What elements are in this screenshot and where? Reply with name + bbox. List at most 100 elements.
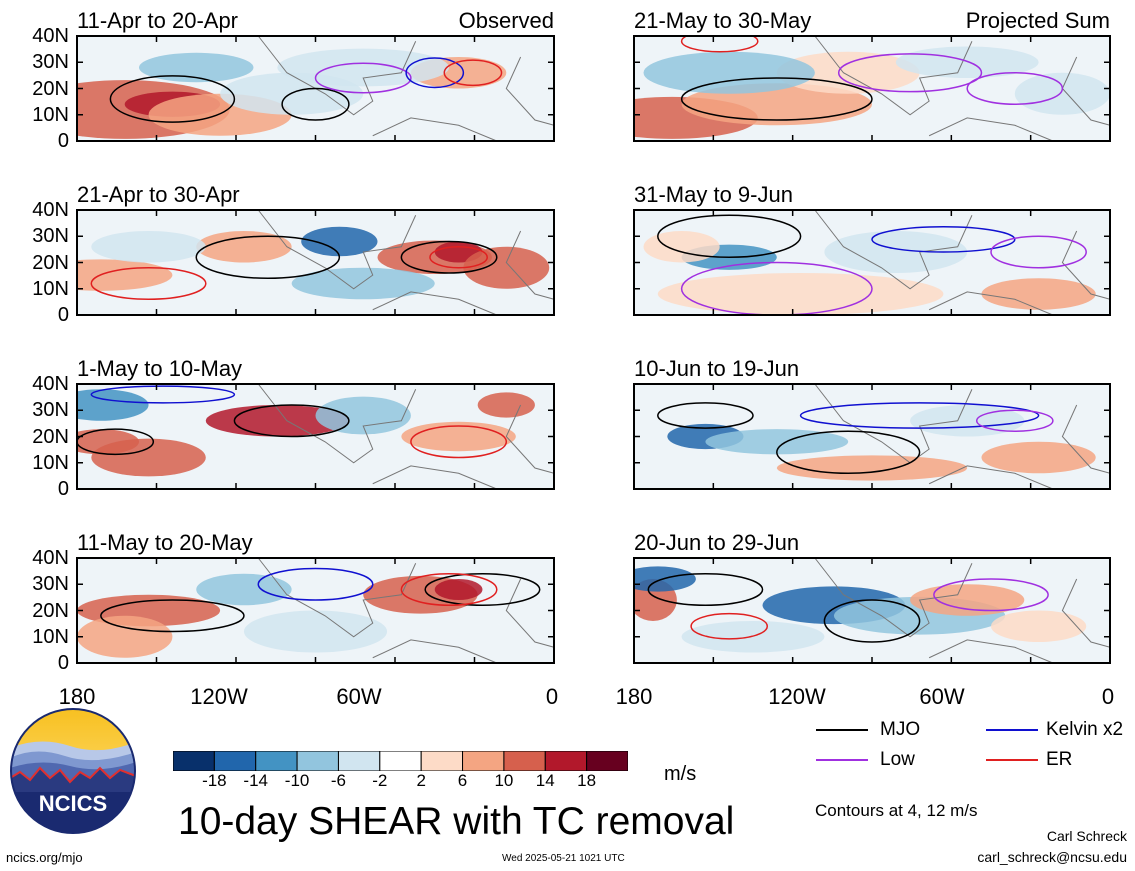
contour-line — [100, 599, 245, 633]
y-tick-label: 10N — [32, 277, 69, 300]
colorbar-swatch — [544, 750, 588, 772]
y-tick-label: 0 — [57, 130, 69, 152]
contour-line — [410, 425, 508, 459]
contour-line — [647, 573, 764, 606]
colorbar-label: -14 — [243, 771, 268, 790]
x-tick-0-right: 0 — [1101, 684, 1115, 709]
colorbar-label: 14 — [535, 771, 555, 790]
y-tick-label: 30N — [32, 399, 69, 422]
shear-shading — [77, 615, 173, 658]
shear-shading — [139, 52, 254, 83]
contour-line — [400, 573, 498, 606]
colorbar-label: -6 — [330, 771, 347, 790]
shear-shading — [991, 610, 1087, 642]
shear-shading — [643, 51, 815, 94]
y-tick-label: 0 — [57, 652, 69, 674]
contour-line — [799, 402, 1040, 429]
panel-title: 1-May to 10-May — [77, 356, 243, 381]
email[interactable]: carl_schreck@ncsu.edu — [977, 849, 1127, 865]
contours-note: Contours at 4, 12 m/s — [815, 801, 978, 820]
panel-title: 20-Jun to 29-Jun — [634, 530, 800, 555]
x-tick-180-left: 180 — [58, 684, 96, 709]
colorbar — [172, 750, 629, 776]
coastline — [1061, 230, 1111, 300]
legend-mjo-label: MJO — [880, 719, 921, 740]
coastline — [814, 557, 1054, 664]
contour-line — [657, 214, 802, 258]
contour-line — [90, 267, 207, 300]
contour-line — [443, 59, 503, 87]
colorbar-label: -2 — [372, 771, 388, 790]
y-tick-label: 10N — [32, 103, 69, 126]
contour-line — [233, 404, 350, 438]
shear-shading — [291, 267, 435, 300]
coastline — [1061, 578, 1111, 648]
y-tick-label: 10N — [32, 451, 69, 474]
shear-shading — [315, 396, 411, 435]
colorbar-swatch — [213, 750, 257, 772]
coastline — [814, 209, 1054, 316]
panel-title: 11-May to 20-May — [77, 530, 253, 555]
shear-shading — [981, 441, 1096, 474]
contour-line — [195, 235, 341, 279]
shear-shading — [434, 579, 483, 600]
contour-line — [400, 240, 498, 274]
contour-line — [966, 72, 1064, 105]
coastline — [505, 578, 555, 648]
legend-kelvin-line — [986, 729, 1038, 731]
x-tick-60w-right: 60W — [919, 684, 965, 709]
coastline — [505, 404, 555, 474]
main-title: 10-day SHEAR with TC removal — [178, 800, 735, 843]
ncics-logo: NCICS — [10, 708, 136, 834]
shear-map-panel — [633, 557, 1111, 664]
y-tick-label: 40N — [32, 547, 69, 569]
coastline — [257, 35, 497, 142]
colorbar-swatch — [462, 750, 505, 772]
shear-shading — [776, 455, 968, 481]
shear-map-panel — [633, 35, 1111, 142]
contour-line — [871, 226, 1016, 253]
contour-line — [975, 409, 1054, 432]
x-tick-180-right: 180 — [615, 684, 653, 709]
contour-line — [933, 578, 1049, 612]
coastline — [505, 56, 555, 126]
colorbar-swatch — [586, 750, 629, 772]
shear-shading — [681, 83, 872, 126]
url-link[interactable]: ncics.org/mjo — [6, 850, 83, 865]
y-tick-label: 20N — [32, 599, 69, 622]
panel-tag: Projected Sum — [965, 8, 1110, 33]
panel-title: 11-Apr to 20-Apr — [77, 8, 239, 33]
coastline — [257, 209, 497, 316]
colorbar-swatch — [420, 750, 464, 772]
logo-text: NCICS — [39, 791, 107, 816]
y-tick-label: 0 — [57, 478, 69, 500]
shear-shading — [91, 231, 206, 263]
panel-title: 31-May to 9-Jun — [634, 182, 793, 207]
shear-shading — [910, 584, 1025, 616]
ncics-logo-graphic: NCICS — [10, 708, 136, 834]
contour-line — [90, 385, 236, 404]
y-tick-label: 40N — [32, 25, 69, 47]
shear-shading — [1014, 72, 1110, 115]
contour-line — [990, 235, 1087, 269]
shear-shading — [657, 273, 944, 315]
shear-map-panel — [76, 209, 555, 316]
x-tick-120w-left: 120W — [190, 684, 248, 709]
legend-mjo-line — [816, 729, 868, 731]
legend-low-line — [816, 759, 868, 761]
panel-tag: Observed — [458, 8, 554, 33]
shear-map-panel — [76, 557, 555, 664]
colorbar-swatch — [255, 750, 298, 772]
y-tick-label: 30N — [32, 573, 69, 596]
shear-shading — [981, 278, 1096, 310]
coastline — [505, 230, 555, 300]
colorbar-units: m/s — [664, 763, 697, 785]
colorbar-label: 2 — [416, 771, 426, 790]
legend-low-label: Low — [880, 749, 915, 770]
y-tick-label: 30N — [32, 51, 69, 74]
contour-line — [109, 75, 236, 123]
shear-shading — [463, 246, 550, 289]
legend-kelvin-label: Kelvin x2 — [1046, 719, 1124, 740]
shear-shading — [643, 231, 720, 263]
contour-line — [281, 87, 350, 121]
